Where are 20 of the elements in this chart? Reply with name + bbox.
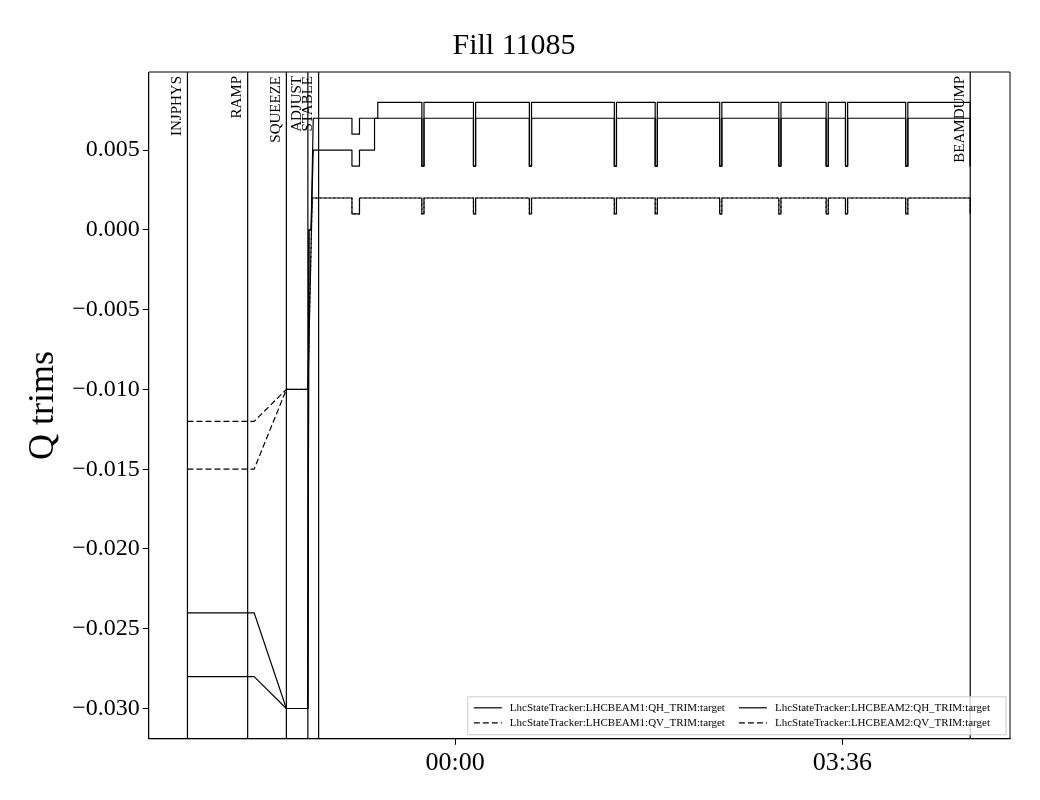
- x-tick-label: 03:36: [812, 747, 872, 777]
- y-tick-label: −0.025: [72, 614, 140, 641]
- y-tick-label: 0.005: [85, 135, 140, 162]
- ref-line-label: RAMP: [228, 76, 245, 119]
- y-tick-label: −0.015: [72, 454, 140, 481]
- y-tick-label: −0.030: [72, 693, 140, 720]
- chart-title: Fill 11085: [452, 26, 576, 60]
- y-tick-label: 0.000: [85, 215, 140, 242]
- legend-label: LhcStateTracker:LHCBEAM2:QH_TRIM:target: [774, 700, 991, 713]
- legend-label: LhcStateTracker:LHCBEAM2:QV_TRIM:target: [774, 715, 991, 728]
- legend-label: LhcStateTracker:LHCBEAM1:QV_TRIM:target: [509, 715, 725, 728]
- y-tick-label: −0.020: [72, 534, 140, 561]
- x-tick-label: 00:00: [425, 747, 485, 777]
- ref-line-label: INJPHYS: [167, 76, 184, 137]
- y-tick-label: −0.005: [72, 294, 140, 321]
- ref-line-label: SQUEEZE: [266, 76, 283, 143]
- legend-label: LhcStateTracker:LHCBEAM1:QH_TRIM:target: [509, 700, 725, 713]
- y-tick-label: −0.010: [72, 374, 140, 401]
- y-axis-title: Q trims: [21, 350, 62, 460]
- ref-line-label: BEAMDUMP: [950, 76, 967, 163]
